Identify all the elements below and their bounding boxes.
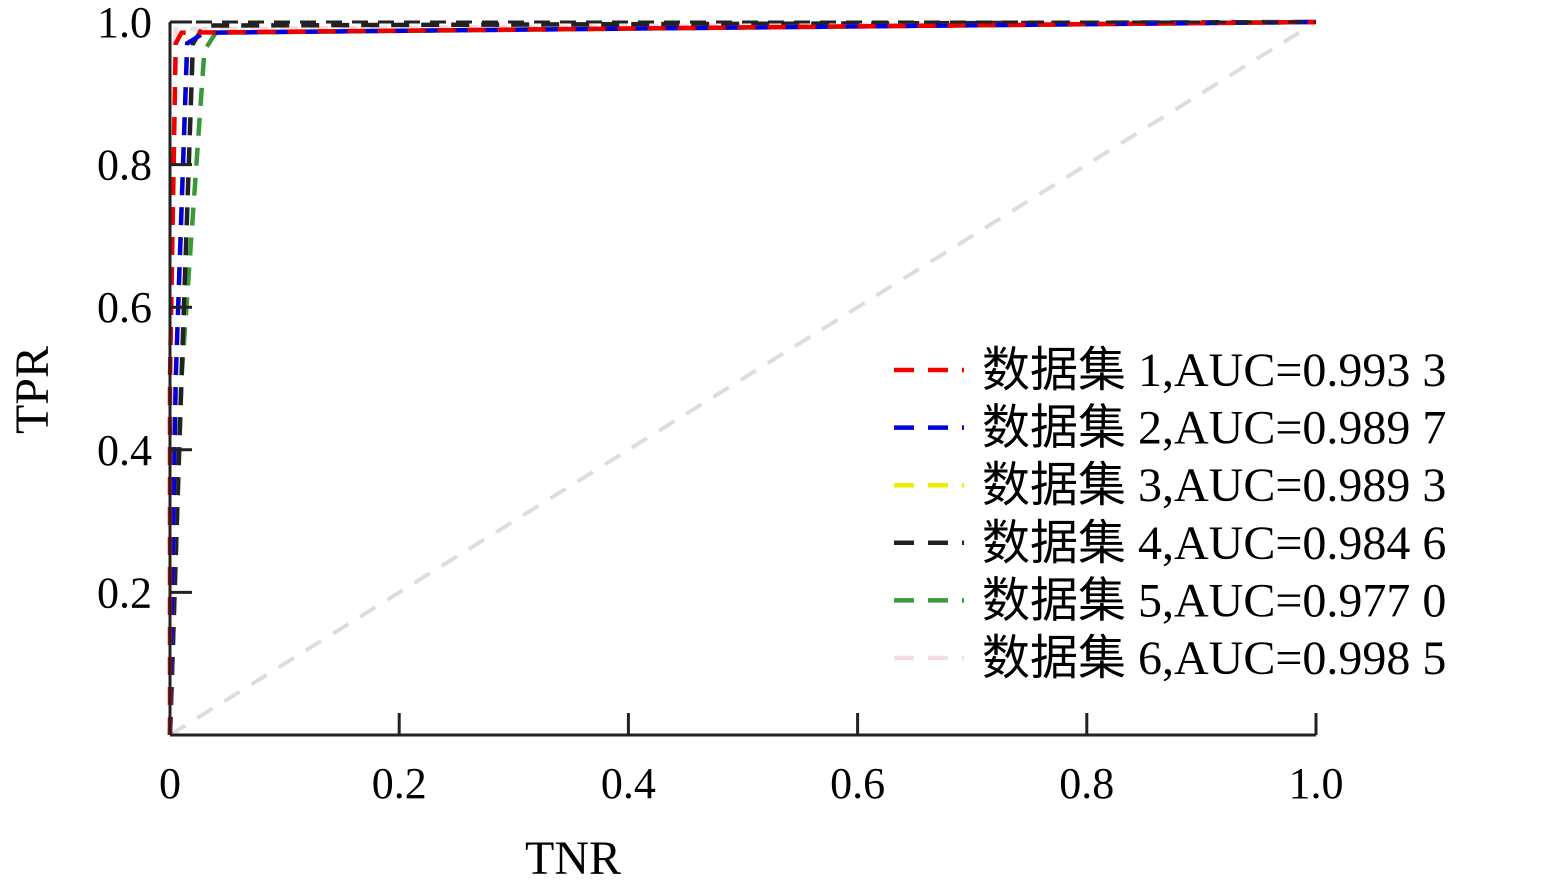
y-tick-label: 0.8 [97, 141, 152, 190]
legend-label-1: 数据集 1,AUC=0.993 3 [982, 344, 1446, 397]
series-line-1 [167, 19, 1317, 735]
legend-label-6: 数据集 6,AUC=0.998 5 [982, 632, 1446, 685]
axes-layer [168, 20, 1316, 737]
y-tick-label: 0.2 [97, 568, 152, 617]
legend-label-4: 数据集 4,AUC=0.984 6 [982, 517, 1446, 570]
x-tick-label: 1.0 [1289, 759, 1344, 808]
y-tick-label: 1.0 [97, 0, 152, 47]
x-axis-label: TNR [525, 832, 621, 885]
y-tick-label: 0.6 [97, 283, 152, 332]
reference-layer [168, 20, 1318, 737]
reference-diagonal-line [168, 20, 1318, 737]
legend-label-5: 数据集 5,AUC=0.977 0 [982, 574, 1446, 627]
y-tick-label: 0.4 [97, 426, 152, 475]
legend-label-3: 数据集 3,AUC=0.989 3 [982, 459, 1446, 512]
legend-label-2: 数据集 2,AUC=0.989 7 [982, 402, 1446, 455]
x-tick-label: 0.6 [830, 759, 885, 808]
y-axis-label: TPR [6, 346, 59, 434]
x-tick-label: 0 [159, 759, 181, 808]
series-layer [167, 19, 1317, 736]
x-tick-label: 0.2 [372, 759, 427, 808]
ticks-layer: 0 0.2 0.4 0.6 0.8 1.0 0.2 0.4 0.6 0.8 1.0 [97, 0, 1344, 808]
series-line-4 [167, 19, 1317, 736]
x-tick-label: 0.4 [601, 759, 656, 808]
x-tick-label: 0.8 [1059, 759, 1114, 808]
